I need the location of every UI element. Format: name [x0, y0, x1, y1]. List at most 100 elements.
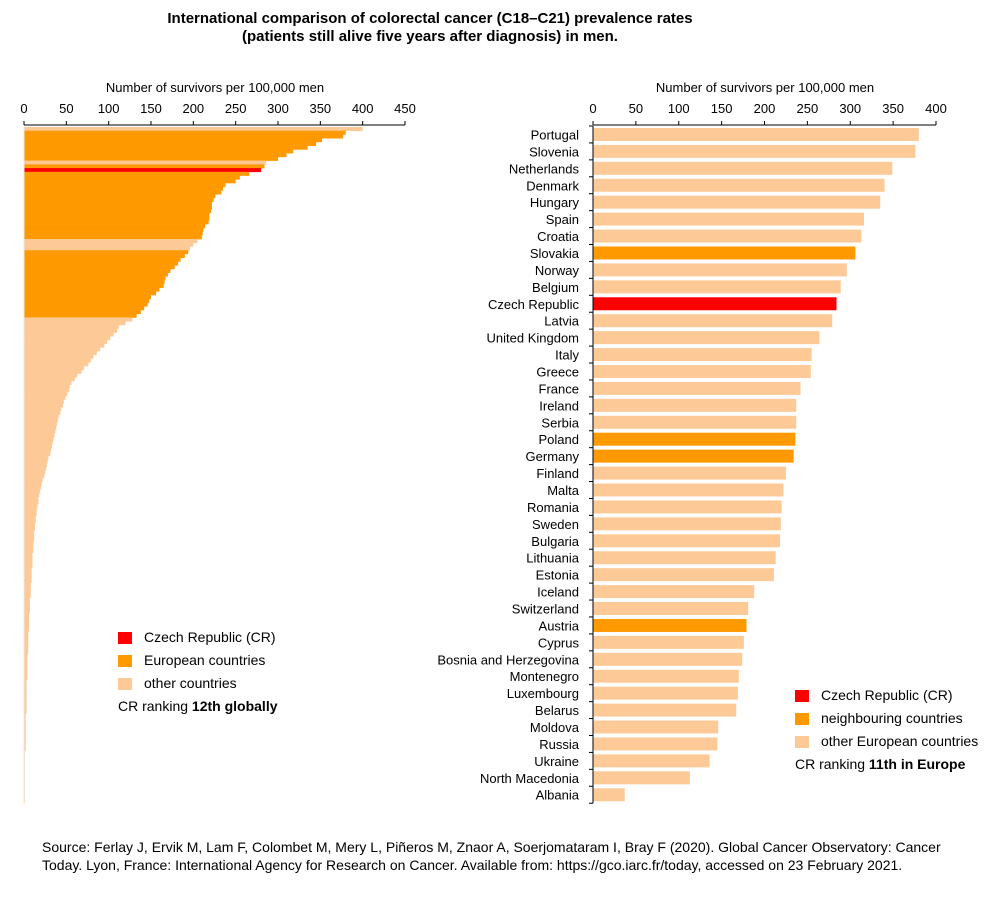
europe-bar: [593, 568, 774, 582]
global-bar: [24, 444, 52, 449]
global-bar: [24, 130, 346, 135]
global-bar: [24, 485, 41, 490]
global-bar: [24, 201, 212, 206]
europe-category-label: Italy: [555, 348, 579, 363]
global-bar: [24, 246, 190, 251]
europe-bar: [593, 348, 812, 362]
europe-bar: [593, 703, 737, 717]
global-bar: [24, 724, 26, 729]
global-bar: [24, 720, 26, 725]
global-x-tick-label: 100: [98, 101, 120, 116]
europe-bar: [593, 500, 782, 514]
europe-x-tick-label: 200: [754, 101, 776, 116]
europe-bar: [593, 669, 739, 683]
ranking-note-europe: CR ranking 11th in Europe: [795, 753, 978, 776]
europe-category-label: Finland: [536, 466, 579, 481]
global-bar: [24, 156, 278, 161]
global-bar: [24, 578, 32, 583]
global-bar: [24, 522, 36, 527]
global-bar: [24, 209, 212, 214]
global-bar: [24, 653, 28, 658]
ranking-note-global: CR ranking 12th globally: [118, 695, 278, 718]
global-bar: [24, 220, 209, 225]
global-bar: [24, 321, 126, 326]
global-bar: [24, 679, 27, 684]
europe-bar: [593, 178, 885, 192]
global-bar: [24, 194, 216, 199]
global-bar: [24, 493, 40, 498]
global-bar: [24, 291, 157, 296]
global-bar: [24, 676, 28, 681]
global-bar: [24, 149, 294, 154]
global-bar: [24, 612, 30, 617]
europe-chart: Number of survivors per 100,000 men 0 50 10…: [437, 80, 947, 804]
europe-category-label: Hungary: [530, 195, 580, 210]
global-bar: [24, 739, 26, 744]
ranking-value: 12th globally: [191, 698, 278, 714]
europe-bar: [593, 212, 864, 226]
global-bar: [24, 642, 29, 647]
global-bar: [24, 631, 29, 636]
global-bar: [24, 407, 62, 412]
europe-x-tick-label: 350: [882, 101, 904, 116]
global-bar: [24, 283, 164, 288]
global-bar: [24, 534, 35, 539]
global-bar: [24, 265, 175, 270]
global-bar: [24, 216, 210, 221]
global-bar: [24, 153, 287, 158]
europe-bar: [593, 652, 743, 666]
europe-bar: [593, 297, 837, 311]
global-bar: [24, 414, 59, 419]
global-bar: [24, 141, 317, 146]
global-bar: [24, 661, 28, 666]
legend-item-other: other countries: [118, 672, 278, 695]
global-bar: [24, 227, 204, 232]
global-bar: [24, 410, 61, 415]
global-bar: [24, 339, 107, 344]
global-bar: [24, 436, 54, 442]
global-bar: [24, 317, 133, 322]
europe-bar: [593, 534, 780, 548]
global-bar: [24, 735, 26, 740]
europe-category-label: Romania: [527, 500, 580, 515]
global-bar: [24, 403, 63, 408]
global-bar: [24, 134, 344, 139]
global-bar: [24, 418, 58, 423]
europe-category-label: Albania: [536, 788, 580, 803]
europe-category-label: Estonia: [536, 568, 580, 583]
global-bar: [24, 597, 30, 602]
global-bar: [24, 451, 51, 456]
global-bar: [24, 332, 114, 337]
global-bar: [24, 388, 69, 393]
global-bar: [24, 668, 28, 673]
europe-bar: [593, 229, 862, 243]
global-bar: [24, 463, 47, 468]
europe-bar: [593, 127, 919, 141]
global-bar: [24, 504, 38, 509]
global-bar: [24, 605, 30, 610]
global-bar: [24, 627, 30, 632]
europe-bar: [593, 432, 796, 446]
europe-category-label: Sweden: [532, 517, 579, 532]
europe-bar: [593, 415, 797, 429]
europe-bar: [593, 483, 784, 497]
global-x-axis-title: Number of survivors per 100,000 men: [106, 80, 324, 95]
europe-category-label: Belarus: [535, 703, 580, 718]
legend-label-other: other countries: [144, 675, 237, 691]
global-bar: [24, 306, 145, 311]
europe-bar: [593, 331, 820, 345]
global-bar: [24, 268, 171, 273]
global-bar: [24, 545, 34, 550]
global-bar: [24, 448, 52, 453]
global-bar: [24, 298, 150, 303]
europe-category-label: Poland: [539, 432, 579, 447]
global-bar: [24, 743, 26, 748]
europe-category-label: Belgium: [532, 280, 579, 295]
global-bar: [24, 186, 223, 191]
europe-bar: [593, 144, 916, 158]
global-bar: [24, 732, 26, 737]
global-bar: [24, 582, 31, 587]
europe-bar: [593, 280, 841, 294]
global-bar: [24, 235, 202, 240]
global-chart: Number of survivors per 100,000 men 0 50 10…: [20, 80, 416, 804]
